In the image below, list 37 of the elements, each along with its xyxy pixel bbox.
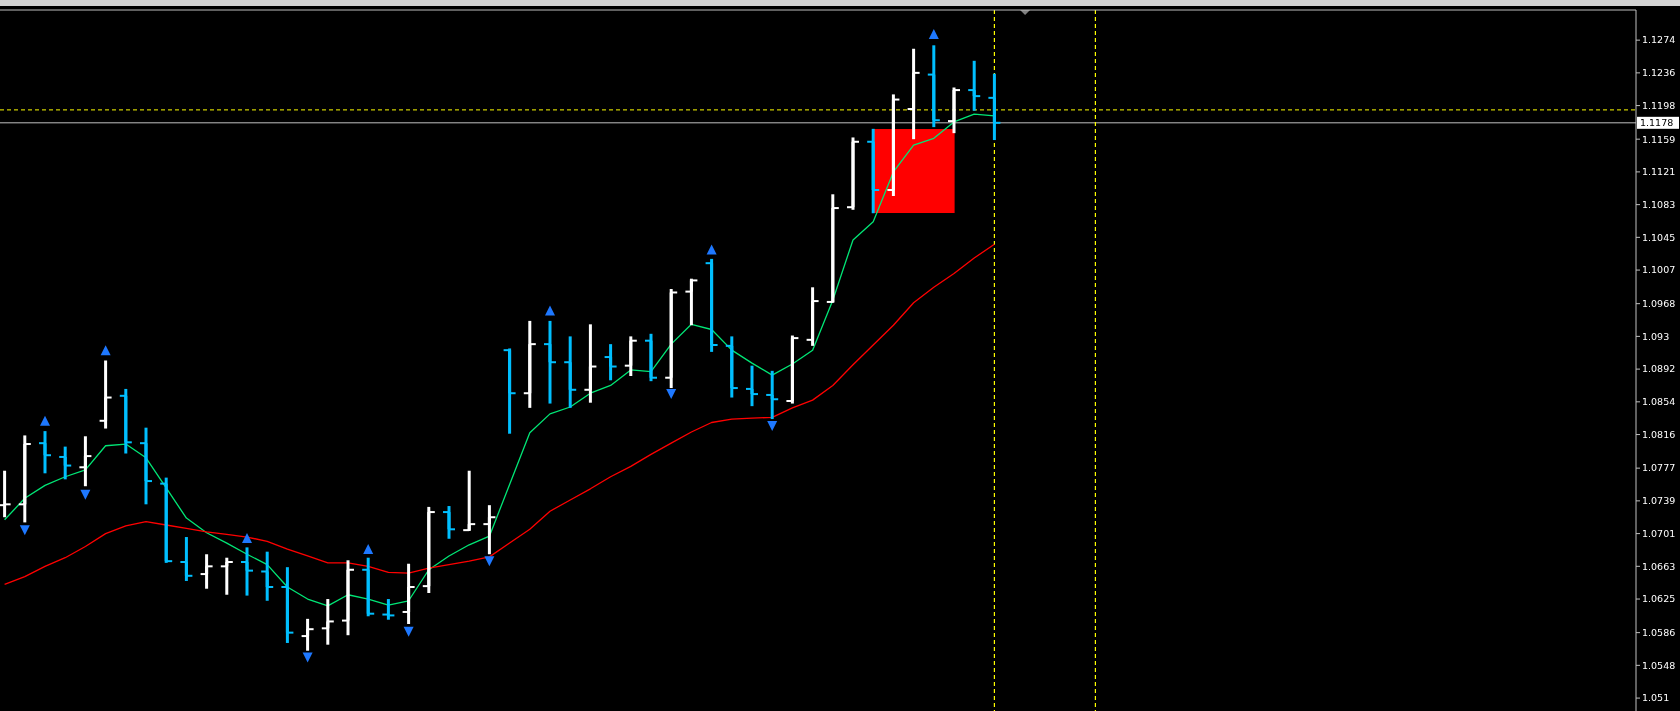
ref-line-label: 1.1178 xyxy=(1640,117,1674,129)
point xyxy=(706,244,717,255)
point xyxy=(100,345,111,356)
y-tick-label: 1.0548 xyxy=(1642,659,1676,671)
y-tick-label: 1.0968 xyxy=(1642,297,1676,309)
y-tick-label: 1.0663 xyxy=(1642,560,1676,572)
y-tick-label: 1.093 xyxy=(1642,330,1670,342)
point xyxy=(80,489,91,500)
point xyxy=(767,420,778,431)
line-series xyxy=(3,243,996,586)
point xyxy=(242,532,252,543)
y-tick-label: 1.1007 xyxy=(1642,264,1676,276)
point xyxy=(19,525,30,536)
y-tick-label: 1.0586 xyxy=(1642,626,1676,638)
y-tick-label: 1.1045 xyxy=(1642,231,1676,243)
y-tick-label: 1.1236 xyxy=(1642,67,1676,79)
y-tick-label: 1.0701 xyxy=(1642,527,1676,539)
y-tick-label: 1.0816 xyxy=(1642,428,1676,440)
y-tick-label: 1.0892 xyxy=(1642,363,1676,375)
point xyxy=(403,626,414,637)
point xyxy=(545,305,555,316)
y-tick-label: 1.0625 xyxy=(1642,593,1676,605)
y-tick-label: 1.1159 xyxy=(1642,133,1676,145)
y-tick-label: 1.1083 xyxy=(1642,198,1676,210)
y-tick-label: 1.0854 xyxy=(1642,396,1676,408)
y-tick-label: 1.1121 xyxy=(1642,166,1676,178)
point xyxy=(40,415,50,426)
y-tick-label: 1.0777 xyxy=(1642,462,1676,474)
point xyxy=(484,556,495,567)
y-tick-label: 1.0739 xyxy=(1642,495,1676,507)
y-tick-label: 1.1274 xyxy=(1642,34,1676,46)
point xyxy=(363,544,374,555)
y-tick-label: 1.1198 xyxy=(1642,99,1676,111)
point xyxy=(928,29,939,40)
y-tick-label: 1.051 xyxy=(1642,692,1670,704)
point xyxy=(666,389,677,400)
point xyxy=(302,652,313,663)
